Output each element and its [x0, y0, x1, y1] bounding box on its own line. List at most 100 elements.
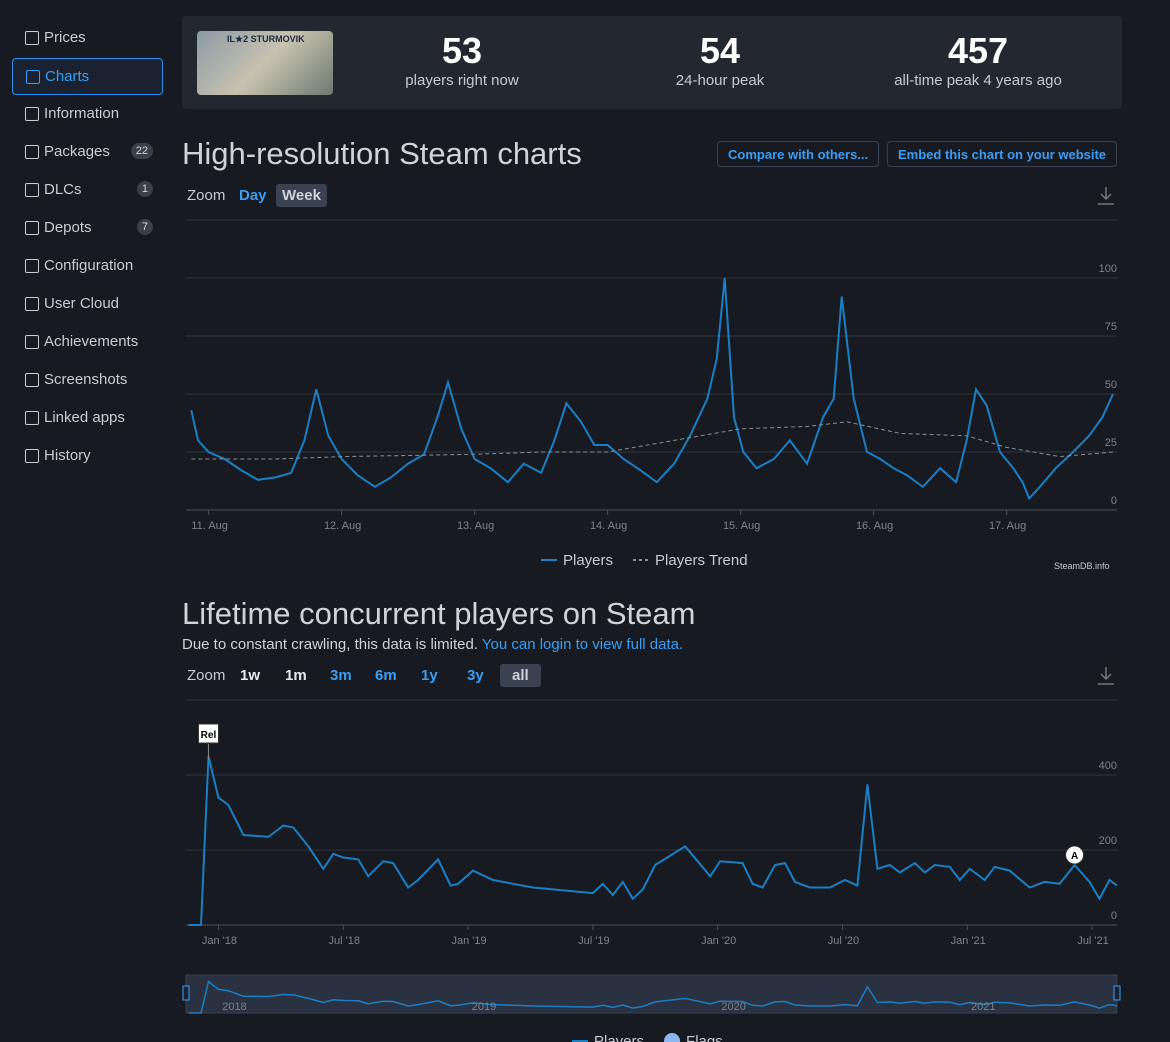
- embed-button[interactable]: Embed this chart on your website: [887, 141, 1118, 167]
- nav-icon: [25, 411, 39, 425]
- zoom-button[interactable]: 1y: [421, 667, 438, 684]
- x-tick-label: 15. Aug: [723, 520, 760, 532]
- nav-item[interactable]: Configuration: [12, 248, 163, 285]
- navigator-handle: [1113, 985, 1121, 1001]
- flag-label: A: [1071, 851, 1078, 862]
- nav-item[interactable]: Screenshots: [12, 362, 163, 399]
- nav-label: Achievements: [44, 333, 139, 350]
- download-icon: [1098, 187, 1114, 205]
- x-tick-label: 17. Aug: [989, 520, 1026, 532]
- x-tick-label: Jan '21: [951, 935, 986, 947]
- y-tick-label: 200: [1099, 835, 1117, 847]
- zoom-button[interactable]: 3m: [330, 667, 352, 684]
- nav-icon: [25, 145, 39, 159]
- stats-panel: IL★2 STURMOVIK 53 players right now 54 24-h…: [182, 16, 1122, 109]
- nav-icon: [25, 259, 39, 273]
- nav-icon: [25, 449, 39, 463]
- section-title: High-resolution Steam charts: [182, 136, 582, 171]
- section-title: Lifetime concurrent players on Steam: [182, 596, 696, 631]
- stat-label: 24-hour peak: [675, 72, 765, 89]
- nav-item[interactable]: Linked apps: [12, 400, 163, 437]
- stat-value: 54: [699, 30, 741, 71]
- nav-item[interactable]: History: [12, 438, 163, 475]
- y-tick-label: 50: [1105, 379, 1117, 391]
- zoom-button[interactable]: 1w: [240, 667, 261, 684]
- y-tick-label: 400: [1099, 760, 1117, 772]
- compare-button[interactable]: Compare with others...: [717, 141, 880, 167]
- nav-icon: [25, 335, 39, 349]
- zoom-button[interactable]: 6m: [375, 667, 397, 684]
- nav-label: Depots: [44, 219, 92, 236]
- navigator-tick-label: 2018: [222, 1001, 246, 1013]
- credit: SteamDB.info: [1054, 561, 1110, 571]
- nav-label: Charts: [45, 68, 90, 85]
- x-tick-label: Jul '21: [1077, 935, 1108, 947]
- nav-badge: 7: [136, 219, 153, 235]
- nav-label: Configuration: [44, 257, 134, 274]
- zoom-button[interactable]: Week: [276, 184, 327, 207]
- nav-label: Information: [44, 105, 120, 122]
- nav-label: Linked apps: [44, 409, 125, 426]
- x-tick-label: 14. Aug: [590, 520, 627, 532]
- navigator-line: [188, 980, 1118, 1014]
- navigator-handle: [182, 985, 190, 1001]
- zoom-button[interactable]: Day: [239, 187, 267, 204]
- stat-label: all-time peak 4 years ago: [894, 72, 1062, 89]
- nav-item[interactable]: Achievements: [12, 324, 163, 361]
- nav-icon: [25, 107, 39, 121]
- nav-item[interactable]: DLCs 1: [12, 172, 163, 209]
- legend-label: Players: [563, 552, 613, 569]
- stat-value: 53: [441, 30, 483, 71]
- zoom-button[interactable]: all: [500, 664, 541, 687]
- stat: 53 players right now: [352, 30, 572, 90]
- nav-item[interactable]: Information: [12, 96, 163, 133]
- download-icon: [1098, 667, 1114, 685]
- x-tick-label: Jan '18: [202, 935, 237, 947]
- legend-label: Players Trend: [655, 552, 748, 569]
- x-tick-label: 12. Aug: [324, 520, 361, 532]
- zoom-label: Zoom: [187, 187, 226, 204]
- nav-badge: 22: [130, 143, 153, 159]
- nav-item[interactable]: User Cloud: [12, 286, 163, 323]
- x-tick-label: Jul '19: [578, 935, 609, 947]
- nav-icon: [25, 183, 39, 197]
- x-tick-label: Jan '19: [451, 935, 486, 947]
- nav-item[interactable]: Packages 22: [12, 134, 163, 171]
- series-line: [188, 756, 1118, 926]
- game-image: IL★2 STURMOVIK: [197, 31, 333, 95]
- series-line: [190, 277, 1114, 501]
- zoom-button[interactable]: 3y: [467, 667, 484, 684]
- navigator-tick-label: 2019: [472, 1001, 496, 1013]
- series-line: [191, 421, 1114, 460]
- zoom-button[interactable]: 1m: [285, 667, 307, 684]
- nav-icon: [26, 70, 40, 84]
- x-tick-label: Jul '20: [828, 935, 859, 947]
- nav-item[interactable]: Prices: [12, 20, 163, 57]
- nav-label: Prices: [44, 29, 86, 46]
- game-image-text: IL★2 STURMOVIK: [227, 34, 305, 44]
- x-tick-label: Jan '20: [701, 935, 736, 947]
- nav-label: User Cloud: [44, 295, 120, 312]
- y-tick-label: 25: [1105, 437, 1117, 449]
- y-tick-label: 0: [1111, 910, 1117, 922]
- x-tick-label: 13. Aug: [457, 520, 494, 532]
- nav-icon: [25, 373, 39, 387]
- note: Due to constant crawling, this data is l…: [182, 636, 683, 653]
- note-text: Due to constant crawling, this data is l…: [182, 636, 478, 653]
- stat-value: 457: [947, 30, 1009, 71]
- y-tick-label: 0: [1111, 495, 1117, 507]
- legend-label: Players: [594, 1033, 644, 1042]
- nav-item[interactable]: Charts: [12, 58, 163, 95]
- login-link[interactable]: You can login to view full data.: [481, 636, 684, 653]
- navigator-tick-label: 2021: [971, 1001, 995, 1013]
- x-tick-label: 16. Aug: [856, 520, 893, 532]
- y-tick-label: 100: [1099, 263, 1117, 275]
- stat: 457 all-time peak 4 years ago: [868, 30, 1088, 90]
- nav-icon: [25, 297, 39, 311]
- navigator-tick-label: 2020: [721, 1001, 745, 1013]
- stat-label: players right now: [405, 72, 519, 89]
- nav-item[interactable]: Depots 7: [12, 210, 163, 247]
- nav-badge: 1: [136, 181, 153, 197]
